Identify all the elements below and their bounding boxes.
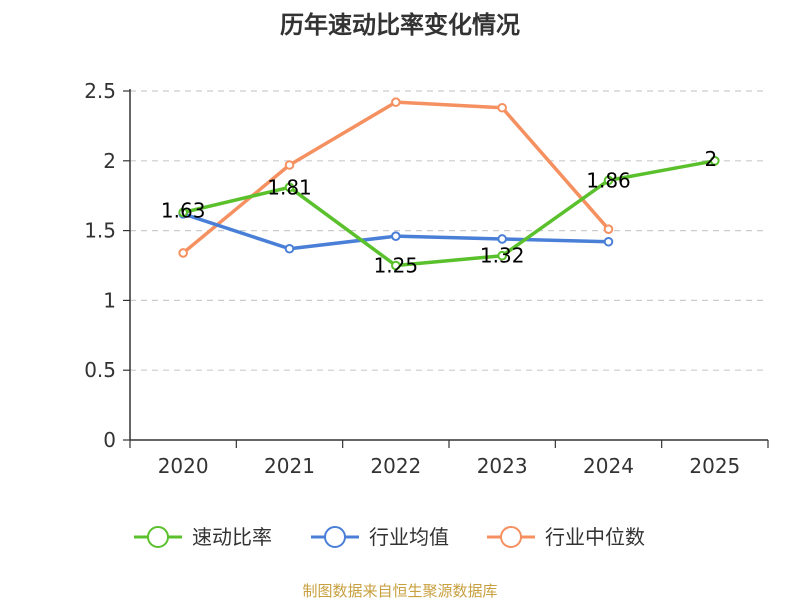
legend-label: 速动比率 (192, 525, 272, 549)
legend-marker (324, 526, 346, 548)
legend-item-1[interactable]: 行业均值 (311, 525, 449, 549)
x-tick-label: 2024 (583, 454, 634, 478)
data-label: 1.25 (374, 254, 419, 278)
series-point-2 (391, 97, 401, 107)
y-tick-label: 2 (103, 149, 116, 173)
grid-layer (130, 90, 768, 371)
legend-label: 行业中位数 (545, 525, 645, 549)
series-point-0 (710, 156, 720, 166)
x-tick-label: 2021 (264, 454, 315, 478)
series-point-2 (603, 224, 614, 235)
y-tick-label: 0.5 (84, 358, 116, 382)
chart-title: 历年速动比率变化情况 (280, 11, 520, 39)
legend-marker (147, 526, 169, 548)
legend-item-2[interactable]: 行业中位数 (487, 525, 645, 549)
series-point-0 (391, 260, 401, 271)
series-point-0 (284, 182, 295, 193)
data-label: 1.32 (480, 244, 525, 268)
y-tick-label: 2.5 (84, 79, 116, 103)
data-label: 1.63 (161, 198, 206, 222)
series-point-2 (284, 160, 295, 170)
series-0 (178, 156, 720, 271)
series-point-1 (284, 243, 295, 254)
series-point-0 (497, 250, 507, 261)
legend-item-0[interactable]: 速动比率 (134, 525, 272, 549)
axis-layer: 0 0.5 1 1.5 2 2.5 2020 2021 2022 2023 2024 2025 (84, 79, 769, 478)
source-note: 制图数据来自恒生聚源数据库 (302, 582, 497, 600)
x-tick-label: 2020 (158, 454, 209, 478)
series-point-2 (178, 248, 188, 258)
series-point-1 (603, 236, 614, 247)
series-line-0 (182, 159, 716, 268)
legend-marker (500, 526, 522, 548)
series-point-1 (391, 231, 401, 241)
series-point-2 (497, 102, 507, 113)
series-point-0 (603, 175, 614, 186)
y-tick-label: 1.5 (84, 219, 116, 243)
series-point-1 (497, 234, 507, 244)
x-tick-label: 2022 (370, 454, 421, 478)
legend: 速动比率 行业均值 行业中位数 (134, 525, 645, 549)
y-tick-label: 0 (103, 428, 116, 452)
data-label: 2 (704, 147, 717, 171)
data-label: 1.86 (586, 168, 631, 192)
y-tick-label: 1 (103, 288, 116, 312)
data-label: 1.81 (267, 175, 312, 199)
series-layer (178, 97, 720, 271)
series-1 (178, 209, 614, 254)
x-tick-label: 2023 (477, 454, 528, 478)
series-point-0 (178, 207, 188, 218)
data-label-layer: 1.63 1.81 1.25 1.32 1.86 2 (161, 147, 717, 278)
x-tick-label: 2025 (689, 454, 740, 478)
legend-label: 行业均值 (369, 525, 449, 549)
series-line-1 (182, 212, 609, 251)
